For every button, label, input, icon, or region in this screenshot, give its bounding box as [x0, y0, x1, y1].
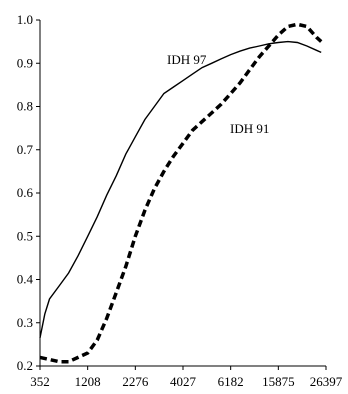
- x-tick-label: 352: [30, 374, 50, 389]
- x-tick-labels: 352 1208 2276 4027 6182 15875 26397: [30, 374, 343, 389]
- x-tick-label: 26397: [310, 374, 343, 389]
- series-line-idh91: [39, 22, 323, 364]
- x-tick-label: 4027: [170, 374, 197, 389]
- series-lines: [39, 22, 323, 364]
- y-tick-label: 0.4: [17, 272, 34, 287]
- axes: [36, 19, 327, 370]
- series-line-idh97: [39, 40, 322, 339]
- x-tick-label: 1208: [75, 374, 101, 389]
- series-label-idh91: IDH 91: [230, 121, 269, 136]
- x-tick-label: 6182: [218, 374, 244, 389]
- y-tick-label: 0.2: [17, 358, 33, 373]
- x-tick-label: 15875: [262, 374, 295, 389]
- y-tick-labels: 0.2 0.3 0.4 0.5 0.6 0.7 0.8 0.9 1.0: [17, 12, 34, 373]
- y-tick-label: 0.7: [17, 142, 34, 157]
- y-tick-label: 1.0: [17, 12, 33, 27]
- y-tick-label: 0.6: [17, 185, 34, 200]
- y-tick-label: 0.5: [17, 228, 33, 243]
- x-tick-label: 2276: [122, 374, 149, 389]
- y-tick-label: 0.3: [17, 315, 33, 330]
- y-tick-label: 0.9: [17, 55, 33, 70]
- series-label-idh97: IDH 97: [167, 52, 207, 67]
- y-tick-label: 0.8: [17, 99, 33, 114]
